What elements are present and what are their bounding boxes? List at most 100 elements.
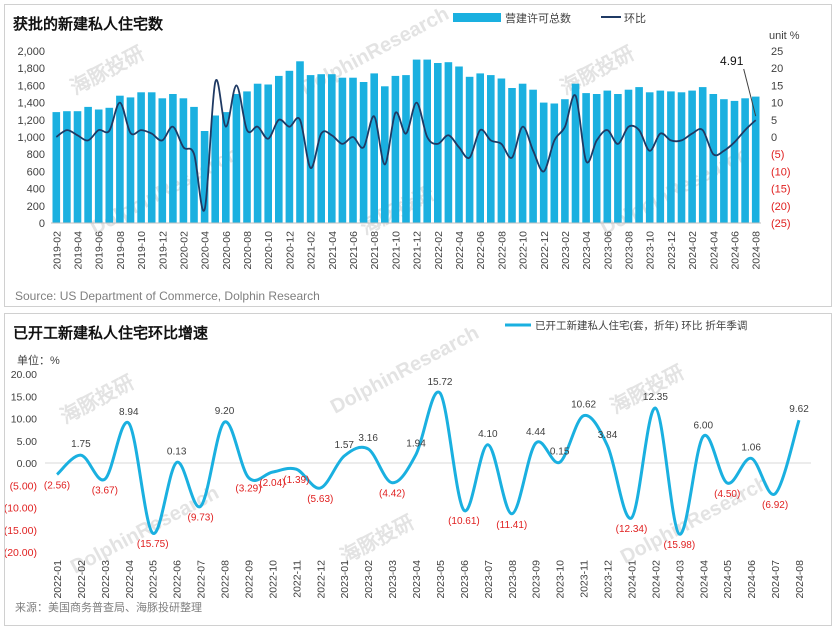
bar	[741, 98, 749, 223]
x-tick-label: 2024-03	[674, 560, 686, 599]
x-tick-label: 2019-06	[94, 231, 106, 270]
y-tick-label: 2,000	[17, 46, 45, 58]
bar	[550, 103, 559, 223]
x-tick-label: 2022-12	[539, 231, 551, 270]
watermark-text: 海豚投研	[606, 360, 688, 419]
bar	[518, 83, 527, 223]
data-label: (12.34)	[616, 524, 648, 535]
bar	[63, 111, 71, 223]
x-tick-label: 2023-04	[581, 231, 593, 270]
y2-tick-label: (25)	[771, 218, 791, 230]
y-tick-label: (5.00)	[10, 480, 37, 492]
data-label: 12.35	[643, 392, 668, 403]
bar	[476, 73, 484, 224]
x-tick-label: 2022-01	[52, 560, 64, 599]
x-tick-label: 2023-10	[555, 560, 567, 599]
bar	[529, 89, 537, 223]
x-tick-label: 2022-06	[475, 231, 487, 270]
x-tick-label: 2022-04	[454, 231, 466, 270]
bar	[243, 91, 251, 224]
x-tick-label: 2024-07	[770, 560, 782, 599]
x-tick-label: 2022-05	[148, 560, 160, 599]
y-tick-label: 1,000	[17, 132, 45, 144]
x-tick-label: 2023-02	[363, 560, 375, 599]
x-tick-label: 2021-12	[412, 231, 424, 270]
watermark-text: DolphinResearch	[327, 322, 483, 419]
bar	[402, 75, 410, 223]
bar	[571, 83, 580, 223]
x-tick-label: 2022-07	[196, 560, 208, 599]
data-label: 3.16	[358, 433, 378, 444]
bar	[73, 111, 82, 223]
y2-tick-label: 15	[771, 80, 783, 92]
y-tick-label: 800	[27, 149, 45, 161]
x-tick-label: 2024-01	[626, 560, 638, 599]
x-tick-label: 2022-12	[315, 560, 327, 599]
data-label: (10.61)	[448, 516, 480, 527]
x-tick-label: 2019-02	[51, 231, 63, 270]
x-tick-label: 2023-06	[602, 231, 614, 270]
x-tick-label: 2022-04	[124, 560, 136, 599]
bar	[412, 59, 421, 223]
x-tick-label: 2022-09	[243, 560, 255, 599]
watermark-text: 海豚投研	[66, 41, 148, 100]
legend-label: 环比	[624, 12, 646, 25]
data-label: (2.04)	[259, 478, 285, 489]
y-tick-label: 5.00	[17, 436, 38, 448]
data-label: (4.42)	[379, 489, 405, 500]
x-tick-label: 2023-04	[411, 560, 423, 599]
data-label: 15.72	[427, 377, 452, 388]
bar	[730, 100, 739, 223]
x-tick-label: 2022-10	[267, 560, 279, 599]
chart-source: Source: US Department of Commerce, Dolph…	[15, 289, 320, 303]
x-tick-label: 2020-12	[284, 231, 296, 270]
mom-line	[55, 390, 801, 536]
x-tick-label: 2021-10	[390, 231, 402, 270]
y2-tick-label: (20)	[771, 201, 791, 213]
bar	[275, 75, 283, 224]
bar	[645, 92, 654, 223]
x-tick-label: 2023-05	[435, 560, 447, 599]
data-label: 6.00	[694, 420, 714, 431]
data-label: 3.84	[598, 430, 618, 441]
bar	[614, 94, 622, 223]
bar	[391, 75, 400, 224]
chart-title: 获批的新建私人住宅数	[13, 15, 164, 33]
y-tick-label: 0	[39, 218, 45, 230]
callout-label: 4.91	[720, 54, 744, 68]
bar	[370, 73, 378, 224]
x-tick-label: 2024-08	[751, 231, 763, 270]
x-tick-label: 2021-06	[348, 231, 360, 270]
y-tick-label: 1,600	[17, 80, 45, 92]
bar	[147, 92, 156, 223]
data-label: (15.98)	[664, 540, 696, 551]
x-tick-label: 2022-08	[496, 231, 508, 270]
data-label: 1.94	[406, 438, 426, 449]
bar	[158, 98, 167, 223]
bar	[52, 112, 61, 223]
x-tick-label: 2021-08	[369, 231, 381, 270]
chart-title: 已开工新建私人住宅环比增速	[13, 324, 209, 342]
x-tick-label: 2024-05	[722, 560, 734, 599]
data-label: (4.50)	[714, 489, 740, 500]
y2-tick-label: 10	[771, 98, 783, 110]
permits-chart-panel: 获批的新建私人住宅数 海豚投研 DolphinResearch 海豚投研 Dolphi…	[4, 4, 832, 307]
x-tick-label: 2023-09	[531, 560, 543, 599]
x-tick-label: 2019-10	[136, 231, 148, 270]
x-tick-label: 2023-03	[387, 560, 399, 599]
x-tick-label: 2019-12	[157, 231, 169, 270]
bar	[222, 112, 230, 223]
data-label: 10.62	[571, 400, 596, 411]
y2-tick-label: (15)	[771, 184, 791, 196]
y2-tick-label: 0	[771, 132, 777, 144]
x-tick-label: 2023-12	[666, 231, 678, 270]
x-tick-label: 2020-10	[263, 231, 275, 270]
y-tick-label: 15.00	[11, 391, 37, 403]
bar	[211, 115, 219, 223]
bar	[105, 107, 114, 223]
y2-tick-label: 25	[771, 46, 783, 58]
bar	[455, 66, 463, 223]
data-label: (3.29)	[235, 484, 261, 495]
bar	[709, 94, 718, 223]
